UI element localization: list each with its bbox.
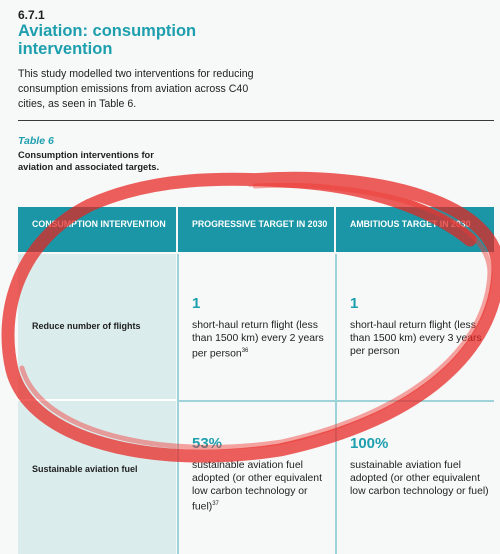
target-description: short-haul return flight (less than 1500…	[192, 319, 332, 360]
row-label-sustainable-fuel: Sustainable aviation fuel	[32, 464, 138, 474]
table-label: Table 6	[18, 135, 54, 147]
description-text: sustainable aviation fuel adopted (or ot…	[192, 460, 322, 513]
target-value: 100%	[350, 435, 389, 452]
target-value: 1	[192, 295, 201, 312]
intervention-column-background	[18, 254, 176, 554]
description-text: short-haul return flight (less than 1500…	[192, 320, 324, 360]
interventions-table: CONSUMPTION INTERVENTION PROGRESSIVE TAR…	[18, 207, 494, 554]
column-separator	[335, 254, 337, 554]
target-description: sustainable aviation fuel adopted (or ot…	[350, 459, 490, 498]
target-value: 1	[350, 295, 359, 312]
header-label: CONSUMPTION INTERVENTION	[32, 219, 166, 229]
table-caption: Consumption interventions for aviation a…	[18, 150, 160, 172]
cell-progressive-fuel: 53% sustainable aviation fuel adopted (o…	[192, 435, 332, 513]
footnote-ref: 37	[212, 501, 219, 507]
row-label-reduce-flights: Reduce number of flights	[32, 321, 141, 331]
description-text: short-haul return flight (less than 1500…	[350, 320, 482, 357]
divider	[18, 120, 494, 121]
row-separator	[178, 400, 494, 402]
header-progressive-target: PROGRESSIVE TARGET IN 2030	[178, 207, 334, 252]
section-number: 6.7.1	[18, 8, 45, 22]
description-text: sustainable aviation fuel adopted (or ot…	[350, 460, 489, 497]
target-value: 53%	[192, 435, 223, 452]
section-title: Aviation: consumption intervention	[18, 22, 197, 58]
cell-ambitious-flights: 1 short-haul return flight (less than 15…	[350, 295, 490, 358]
cell-progressive-flights: 1 short-haul return flight (less than 15…	[192, 295, 332, 360]
cell-ambitious-fuel: 100% sustainable aviation fuel adopted (…	[350, 435, 490, 498]
header-label: AMBITIOUS TARGET IN 2030	[350, 219, 471, 229]
header-ambitious-target: AMBITIOUS TARGET IN 2030	[336, 207, 494, 252]
row-divider	[18, 399, 176, 401]
column-separator	[177, 254, 179, 554]
header-consumption-intervention: CONSUMPTION INTERVENTION	[18, 207, 176, 252]
intro-paragraph: This study modelled two interventions fo…	[18, 68, 254, 110]
footnote-ref: 36	[241, 348, 249, 354]
header-label: PROGRESSIVE TARGET IN 2030	[192, 219, 328, 229]
target-description: short-haul return flight (less than 1500…	[350, 319, 490, 358]
target-description: sustainable aviation fuel adopted (or ot…	[192, 459, 332, 513]
